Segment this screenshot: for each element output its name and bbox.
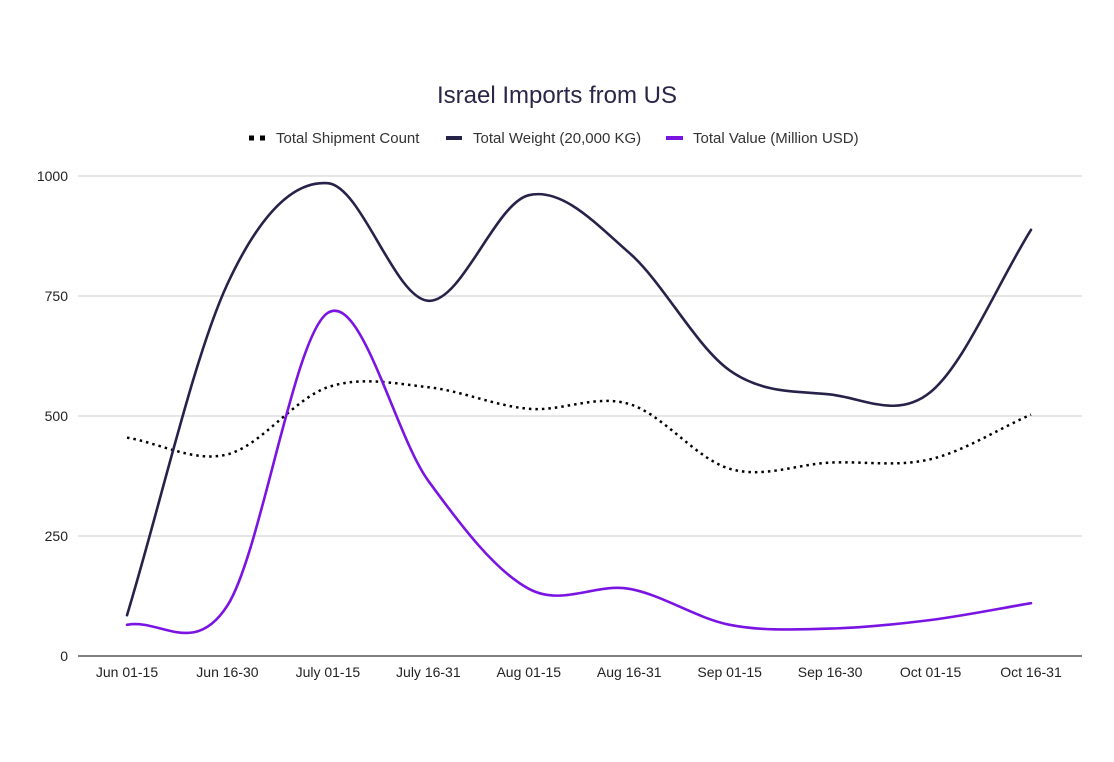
legend-item-shipment-count[interactable]: Total Shipment Count: [249, 130, 420, 147]
legend-item-total-weight[interactable]: Total Weight (20,000 KG): [446, 130, 641, 147]
x-tick-label-7: Sep 16-30: [798, 664, 863, 680]
gridlines: [78, 175, 1082, 657]
x-tick-label-9: Oct 16-31: [1000, 664, 1062, 680]
y-tick-label-500: 500: [45, 408, 69, 424]
y-tick-label-250: 250: [45, 528, 69, 544]
x-tick-label-5: Aug 16-31: [597, 664, 662, 680]
x-tick-label-3: July 16-31: [396, 664, 461, 680]
legend-label-shipment-count: Total Shipment Count: [276, 130, 420, 147]
legend-item-total-value[interactable]: Total Value (Million USD): [666, 130, 859, 147]
y-tick-label-1000: 1000: [37, 168, 68, 184]
legend: Total Shipment Count Total Weight (20,00…: [249, 130, 859, 147]
chart-title: Israel Imports from US: [437, 82, 677, 109]
x-tick-label-2: July 01-15: [296, 664, 361, 680]
x-axis-ticks: Jun 01-15 Jun 16-30 July 01-15 July 16-31 Au…: [96, 664, 1062, 680]
series-line-total-value: [125, 309, 1033, 635]
y-tick-label-750: 750: [45, 288, 69, 304]
x-tick-label-4: Aug 01-15: [496, 664, 561, 680]
series-line-shipment-count: [126, 380, 1032, 474]
series-line-total-weight: [125, 181, 1033, 617]
y-axis-ticks: 0 250 500 750 1000: [37, 168, 68, 664]
x-tick-label-1: Jun 16-30: [196, 664, 258, 680]
legend-label-total-weight: Total Weight (20,000 KG): [473, 130, 641, 147]
legend-label-total-value: Total Value (Million USD): [693, 130, 859, 147]
x-tick-label-6: Sep 01-15: [697, 664, 762, 680]
x-tick-label-8: Oct 01-15: [900, 664, 962, 680]
y-tick-label-0: 0: [60, 648, 68, 664]
series-lines: [125, 181, 1033, 635]
x-tick-label-0: Jun 01-15: [96, 664, 158, 680]
